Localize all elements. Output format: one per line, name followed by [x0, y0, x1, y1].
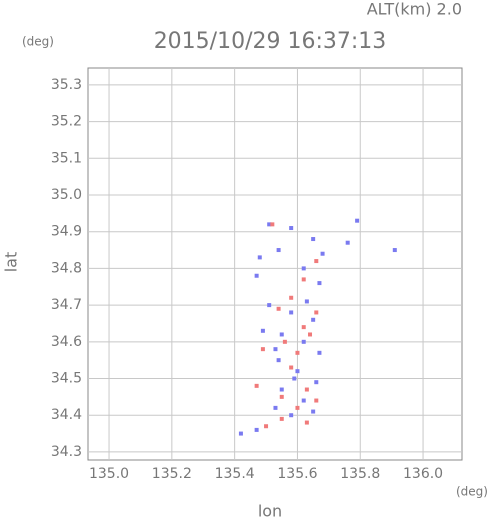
radar-point	[392, 248, 397, 253]
y-tick-label: 34.7	[51, 297, 82, 313]
radar-point	[289, 310, 294, 315]
radar-point	[260, 347, 265, 352]
radar-point	[260, 328, 265, 333]
y-tick-label: 35.2	[51, 114, 82, 130]
radar-point	[301, 398, 306, 403]
y-tick-label: 34.3	[51, 444, 82, 460]
radar-point	[311, 237, 316, 242]
radar-point	[301, 325, 306, 330]
x-tick-label: 135.8	[340, 466, 380, 482]
radar-point	[254, 273, 259, 278]
radar-point	[301, 339, 306, 344]
radar-point	[289, 226, 294, 231]
radar-point	[289, 365, 294, 370]
radar-point	[279, 332, 284, 337]
radar-point	[238, 431, 243, 436]
x-tick-label: 135.0	[89, 466, 129, 482]
y-axis-label: lat	[2, 252, 21, 273]
radar-point	[295, 405, 300, 410]
radar-point	[304, 420, 309, 425]
radar-point	[345, 240, 350, 245]
x-tick-label: 135.6	[277, 466, 317, 482]
y-tick-label: 34.6	[51, 334, 82, 350]
radar-point	[289, 413, 294, 418]
radar-point	[314, 398, 319, 403]
radar-point	[276, 306, 281, 311]
radar-point	[254, 383, 259, 388]
y-tick-label: 35.3	[51, 77, 82, 93]
x-tick-label: 135.2	[152, 466, 192, 482]
radar-point	[301, 277, 306, 282]
y-tick-label: 34.5	[51, 371, 82, 387]
radar-point	[273, 347, 278, 352]
radar-point	[267, 303, 272, 308]
radar-point	[355, 218, 360, 223]
radar-point	[254, 427, 259, 432]
plot-frame	[87, 67, 463, 461]
radar-point	[317, 281, 322, 286]
y-tick-label: 34.4	[51, 407, 82, 423]
y-tick-label: 35.0	[51, 187, 82, 203]
radar-point	[282, 339, 287, 344]
radar-point	[314, 310, 319, 315]
x-tick-label: 136.0	[403, 466, 443, 482]
radar-point	[304, 299, 309, 304]
chart-title: 2015/10/29 16:37:13	[154, 29, 387, 54]
radar-point	[257, 255, 262, 260]
radar-point	[308, 332, 313, 337]
radar-point	[314, 259, 319, 264]
altitude-label: ALT(km) 2.0	[367, 0, 462, 19]
y-tick-label: 34.8	[51, 260, 82, 276]
radar-point	[279, 416, 284, 421]
radar-point	[314, 380, 319, 385]
radar-point	[267, 222, 272, 227]
radar-point	[295, 350, 300, 355]
y-tick-label: 34.9	[51, 224, 82, 240]
radar-point	[317, 350, 322, 355]
radar-point	[311, 317, 316, 322]
radar-point	[270, 222, 275, 227]
x-unit: (deg)	[456, 485, 488, 499]
x-tick-label: 135.4	[215, 466, 255, 482]
radar-point	[264, 424, 269, 429]
x-axis-label: lon	[258, 502, 282, 521]
radar-point	[304, 387, 309, 392]
radar-point	[273, 405, 278, 410]
y-unit: (deg)	[22, 35, 54, 49]
radar-point	[311, 409, 316, 414]
radar-point	[301, 266, 306, 271]
radar-point	[276, 248, 281, 253]
radar-point	[292, 376, 297, 381]
radar-point	[320, 251, 325, 256]
y-tick-label: 35.1	[51, 150, 82, 166]
radar-point	[279, 394, 284, 399]
radar-point	[276, 358, 281, 363]
radar-point	[289, 295, 294, 300]
radar-point	[295, 369, 300, 374]
radar-point	[279, 387, 284, 392]
